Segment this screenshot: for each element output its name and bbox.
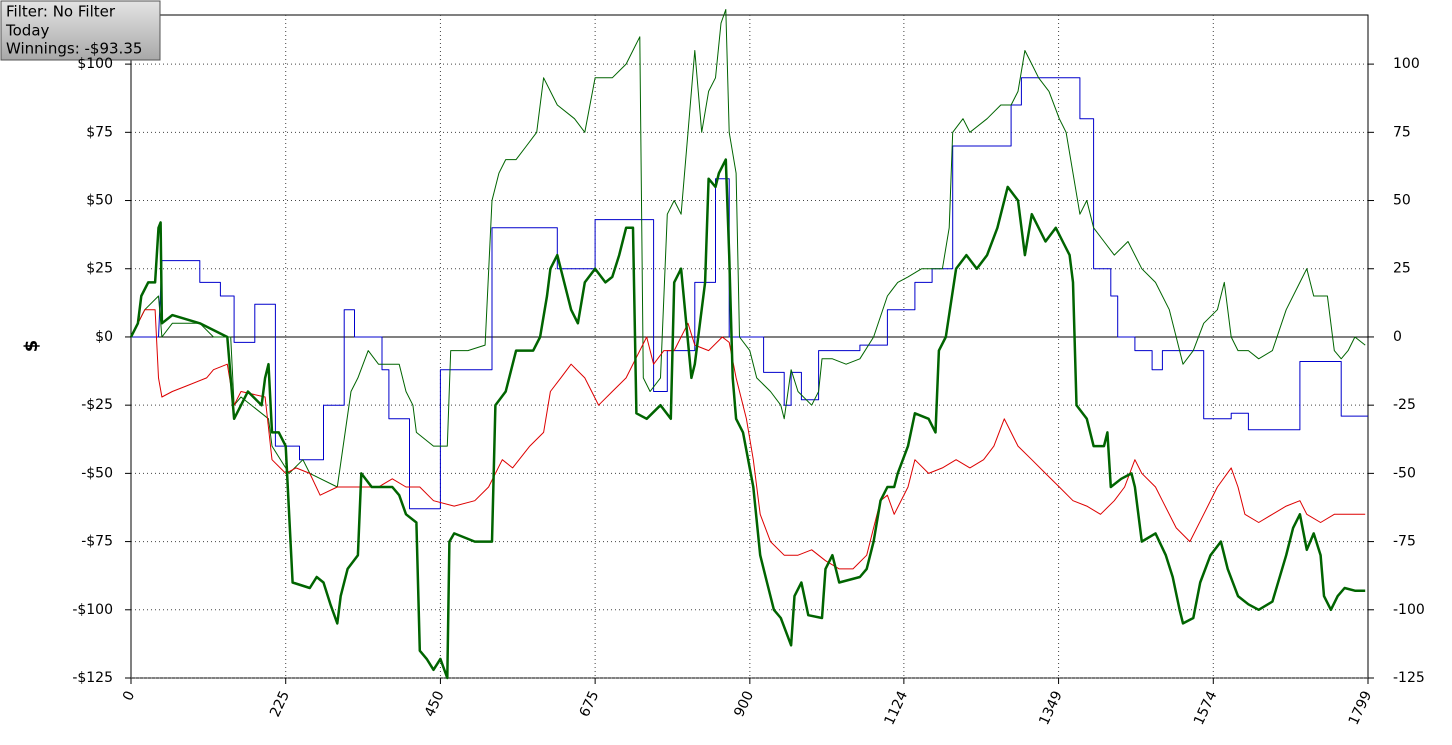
x-tick-label: 1799 <box>1346 689 1376 728</box>
x-tick-label: 1349 <box>1036 689 1066 728</box>
series-line <box>131 77 1368 510</box>
y2-tick-label: 0 <box>1393 329 1402 345</box>
info-winnings: Winnings: -$93.35 <box>6 40 142 58</box>
y2-tick-label: -100 <box>1393 602 1425 618</box>
y-tick-label: -$100 <box>72 602 113 618</box>
y-tick-label: $75 <box>86 124 113 140</box>
y-tick-label: $100 <box>77 56 113 72</box>
x-tick-label: 900 <box>731 689 757 720</box>
series-line <box>130 309 1366 570</box>
y-tick-label: -$25 <box>81 397 113 413</box>
series-line <box>129 158 1366 680</box>
y-tick-label: $25 <box>86 261 113 277</box>
y2-tick-label: -75 <box>1393 534 1416 550</box>
info-box: Filter: No Filter Today Winnings: -$93.3… <box>0 0 161 61</box>
x-tick-label: 1124 <box>882 689 912 728</box>
y-tick-label: -$125 <box>72 670 113 686</box>
x-tick-label: 675 <box>577 689 603 720</box>
y2-tick-label: 75 <box>1393 124 1411 140</box>
y-tick-label: -$75 <box>81 534 113 550</box>
info-box-bg <box>0 0 161 61</box>
y2-tick-label: 50 <box>1393 193 1411 209</box>
info-period: Today <box>5 22 50 40</box>
y2-tick-label: 25 <box>1393 261 1411 277</box>
y2-tick-label: 100 <box>1393 56 1420 72</box>
info-filter: Filter: No Filter <box>6 3 116 21</box>
x-tick-label: 0 <box>120 689 138 704</box>
y-axis-label: $ <box>21 340 42 353</box>
lines <box>129 9 1368 680</box>
x-tick-label: 225 <box>267 689 293 720</box>
series-line <box>130 9 1366 488</box>
y2-tick-label: -25 <box>1393 397 1416 413</box>
x-tick-label: 1574 <box>1191 689 1221 728</box>
x-tick-label: 450 <box>422 689 448 720</box>
y-tick-label: $50 <box>86 193 113 209</box>
y2-tick-label: -50 <box>1393 465 1416 481</box>
y-tick-label: $0 <box>95 329 113 345</box>
y2-tick-label: -125 <box>1393 670 1425 686</box>
y-tick-label: -$50 <box>81 465 113 481</box>
